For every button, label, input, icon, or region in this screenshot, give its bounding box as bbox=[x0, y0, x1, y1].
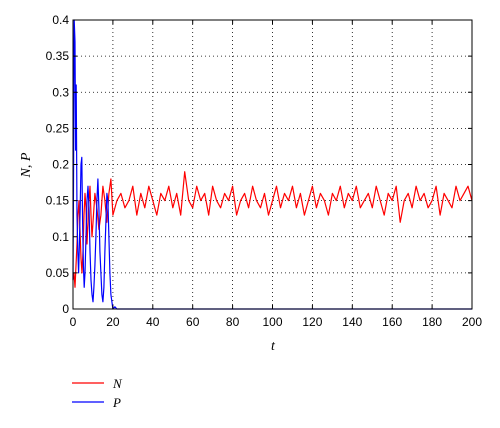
legend-label-p: P bbox=[112, 395, 121, 410]
y-tick-label: 0.15 bbox=[46, 194, 70, 208]
x-tick-label: 80 bbox=[226, 315, 240, 329]
x-tick-label: 40 bbox=[146, 315, 160, 329]
y-tick-label: 0.25 bbox=[46, 121, 70, 135]
x-tick-label: 160 bbox=[382, 315, 402, 329]
x-axis-label: t bbox=[271, 339, 276, 354]
y-tick-label: 0.35 bbox=[46, 49, 70, 63]
x-tick-label: 180 bbox=[422, 315, 442, 329]
x-tick-label: 120 bbox=[302, 315, 322, 329]
x-tick-label: 100 bbox=[262, 315, 282, 329]
series-line-n bbox=[72, 171, 473, 288]
x-tick-label: 20 bbox=[106, 315, 120, 329]
plot-frame bbox=[72, 19, 473, 310]
y-tick-label: 0 bbox=[62, 302, 69, 316]
y-tick-label: 0.1 bbox=[52, 230, 69, 244]
y-tick-label: 0.05 bbox=[46, 266, 70, 280]
x-tick-label: 140 bbox=[342, 315, 362, 329]
y-tick-label: 0.2 bbox=[52, 158, 69, 172]
legend: NP bbox=[72, 376, 123, 410]
x-tick-label: 60 bbox=[186, 315, 200, 329]
x-tick-label: 0 bbox=[70, 315, 77, 329]
y-tick-label: 0.3 bbox=[52, 85, 69, 99]
y-axis-label: N, P bbox=[19, 152, 34, 178]
y-tick-labels: 0 0.05 0.1 0.15 0.2 0.25 0.3 0.35 0.4 bbox=[46, 13, 70, 316]
legend-label-n: N bbox=[112, 376, 123, 391]
grid bbox=[73, 20, 472, 309]
x-tick-label: 200 bbox=[462, 315, 482, 329]
x-tick-labels: 0 20 40 60 80 100 120 140 160 180 200 bbox=[70, 315, 483, 329]
y-tick-label: 0.4 bbox=[52, 13, 69, 27]
